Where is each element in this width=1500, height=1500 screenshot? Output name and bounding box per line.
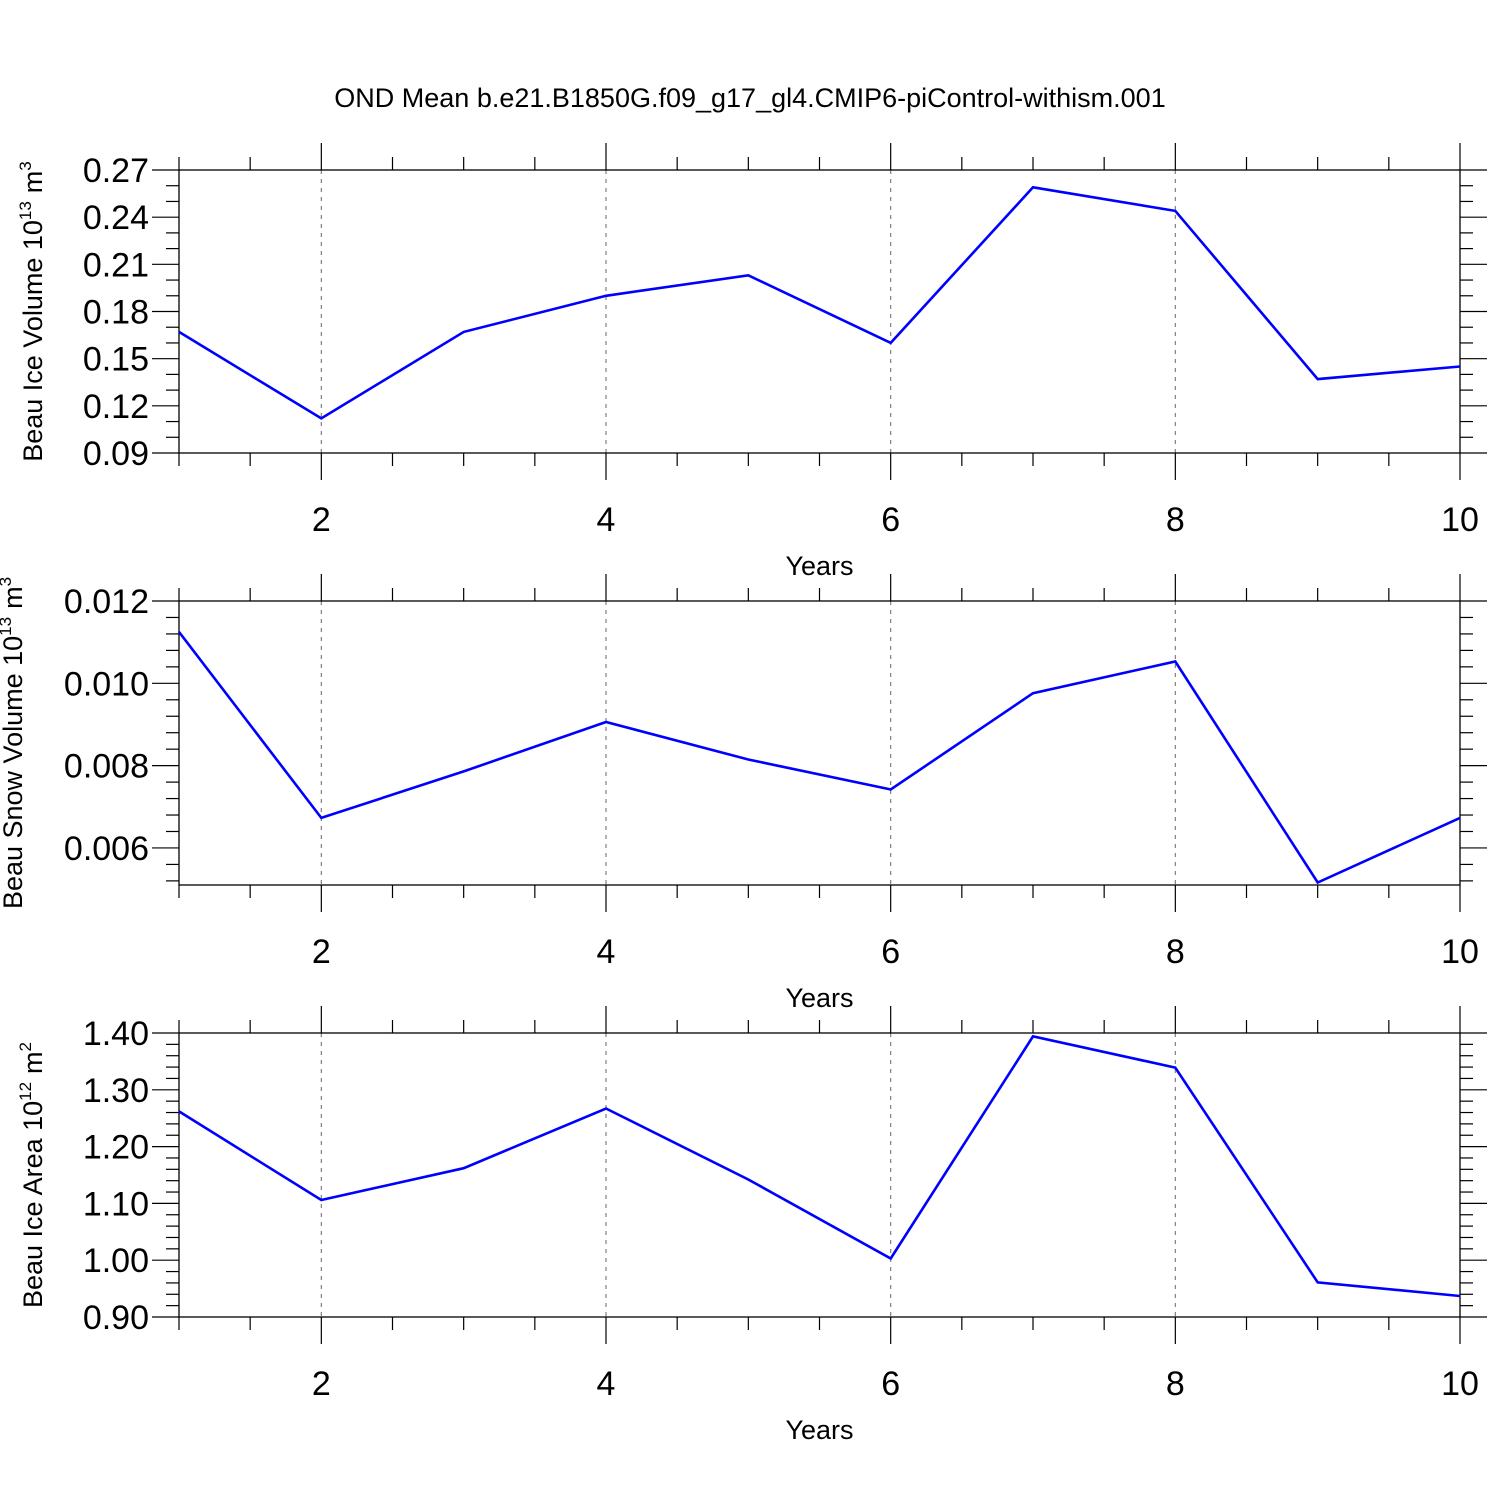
y-axis-label-exponent: 12	[16, 1082, 35, 1101]
x-axis-label: Years	[785, 1415, 853, 1445]
x-tick-label: 6	[881, 933, 900, 971]
y-axis-label-unit: m	[18, 171, 48, 194]
chart-panel-1: 2 4 6 8 10 0.09 0.12 0.15 0.18 0.21 0.24 0.27 Years B…	[16, 143, 1487, 581]
y-axis-label: Beau Ice Area 1012 m2	[16, 1042, 48, 1308]
x-tick-label: 8	[1166, 501, 1185, 539]
x-tick-label: 10	[1441, 501, 1479, 539]
y-tick-label: 0.15	[83, 341, 149, 379]
y-tick-label: 0.24	[83, 199, 149, 237]
panels: 2 4 6 8 10 0.09 0.12 0.15 0.18 0.21 0.24 0.27 Years B…	[0, 143, 1487, 1445]
x-tick-label: 8	[1166, 1365, 1185, 1403]
chart-panel-3: 2 4 6 8 10 0.90 1.00 1.10 1.20 1.30 1.40 Years Beau …	[16, 1006, 1487, 1445]
plot-frame	[178, 600, 1461, 886]
x-tick-label: 4	[597, 933, 616, 971]
y-axis-label-unit: m	[0, 586, 28, 609]
x-axis-label: Years	[785, 551, 853, 581]
x-axis-label: Years	[785, 983, 853, 1013]
chart-panel-2: 2 4 6 8 10 0.006 0.008 0.010 0.012 Years Beau Snow…	[0, 574, 1487, 1013]
x-tick-label: 4	[597, 1365, 616, 1403]
x-tick-label: 8	[1166, 933, 1185, 971]
y-tick-label: 0.012	[64, 583, 149, 621]
y-tick-label: 0.27	[83, 152, 149, 190]
y-tick-label: 1.20	[83, 1129, 149, 1167]
plot-frame	[178, 169, 1461, 454]
y-tick-label: 0.010	[64, 665, 149, 703]
y-axis-label-unit-exponent: 2	[16, 1042, 35, 1051]
series-line	[178, 1034, 1461, 1298]
y-tick-label: 1.30	[83, 1072, 149, 1110]
x-tick-label: 2	[312, 933, 331, 971]
x-tick-label: 2	[312, 501, 331, 539]
y-axis-label-text: Beau Ice Area 10	[18, 1101, 48, 1308]
y-axis-label: Beau Snow Volume 1013 m3	[0, 577, 28, 909]
y-axis-label-exponent: 13	[0, 617, 15, 636]
y-axis-label-text: Beau Ice Volume 10	[18, 220, 48, 462]
y-axis-label-text: Beau Snow Volume 10	[0, 636, 28, 909]
y-tick-label: 0.12	[83, 388, 149, 426]
x-tick-label: 2	[312, 1365, 331, 1403]
y-tick-label: 1.00	[83, 1242, 149, 1280]
y-tick-label: 1.10	[83, 1185, 149, 1223]
series-line	[177, 631, 1461, 885]
y-axis-label-unit-exponent: 3	[0, 577, 15, 586]
x-tick-label: 10	[1441, 1365, 1479, 1403]
y-tick-label: 0.18	[83, 294, 149, 332]
x-tick-label: 10	[1441, 933, 1479, 971]
x-tick-label: 6	[881, 1365, 900, 1403]
plot-frame	[178, 1032, 1461, 1318]
y-tick-label: 0.008	[64, 748, 149, 786]
y-axis-label: Beau Ice Volume 1013 m3	[16, 161, 48, 462]
y-tick-label: 0.006	[64, 830, 149, 868]
x-tick-label: 6	[881, 501, 900, 539]
y-axis-label-unit: m	[18, 1051, 48, 1074]
y-axis-label-exponent: 13	[16, 201, 35, 220]
y-tick-label: 1.40	[83, 1015, 149, 1053]
series-line	[178, 185, 1461, 420]
figure-title: OND Mean b.e21.B1850G.f09_g17_gl4.CMIP6-…	[334, 83, 1165, 113]
x-tick-label: 4	[597, 501, 616, 539]
y-tick-label: 0.90	[83, 1299, 149, 1337]
y-tick-label: 0.09	[83, 435, 149, 473]
y-axis-label-unit-exponent: 3	[16, 161, 35, 170]
y-tick-label: 0.21	[83, 246, 149, 284]
